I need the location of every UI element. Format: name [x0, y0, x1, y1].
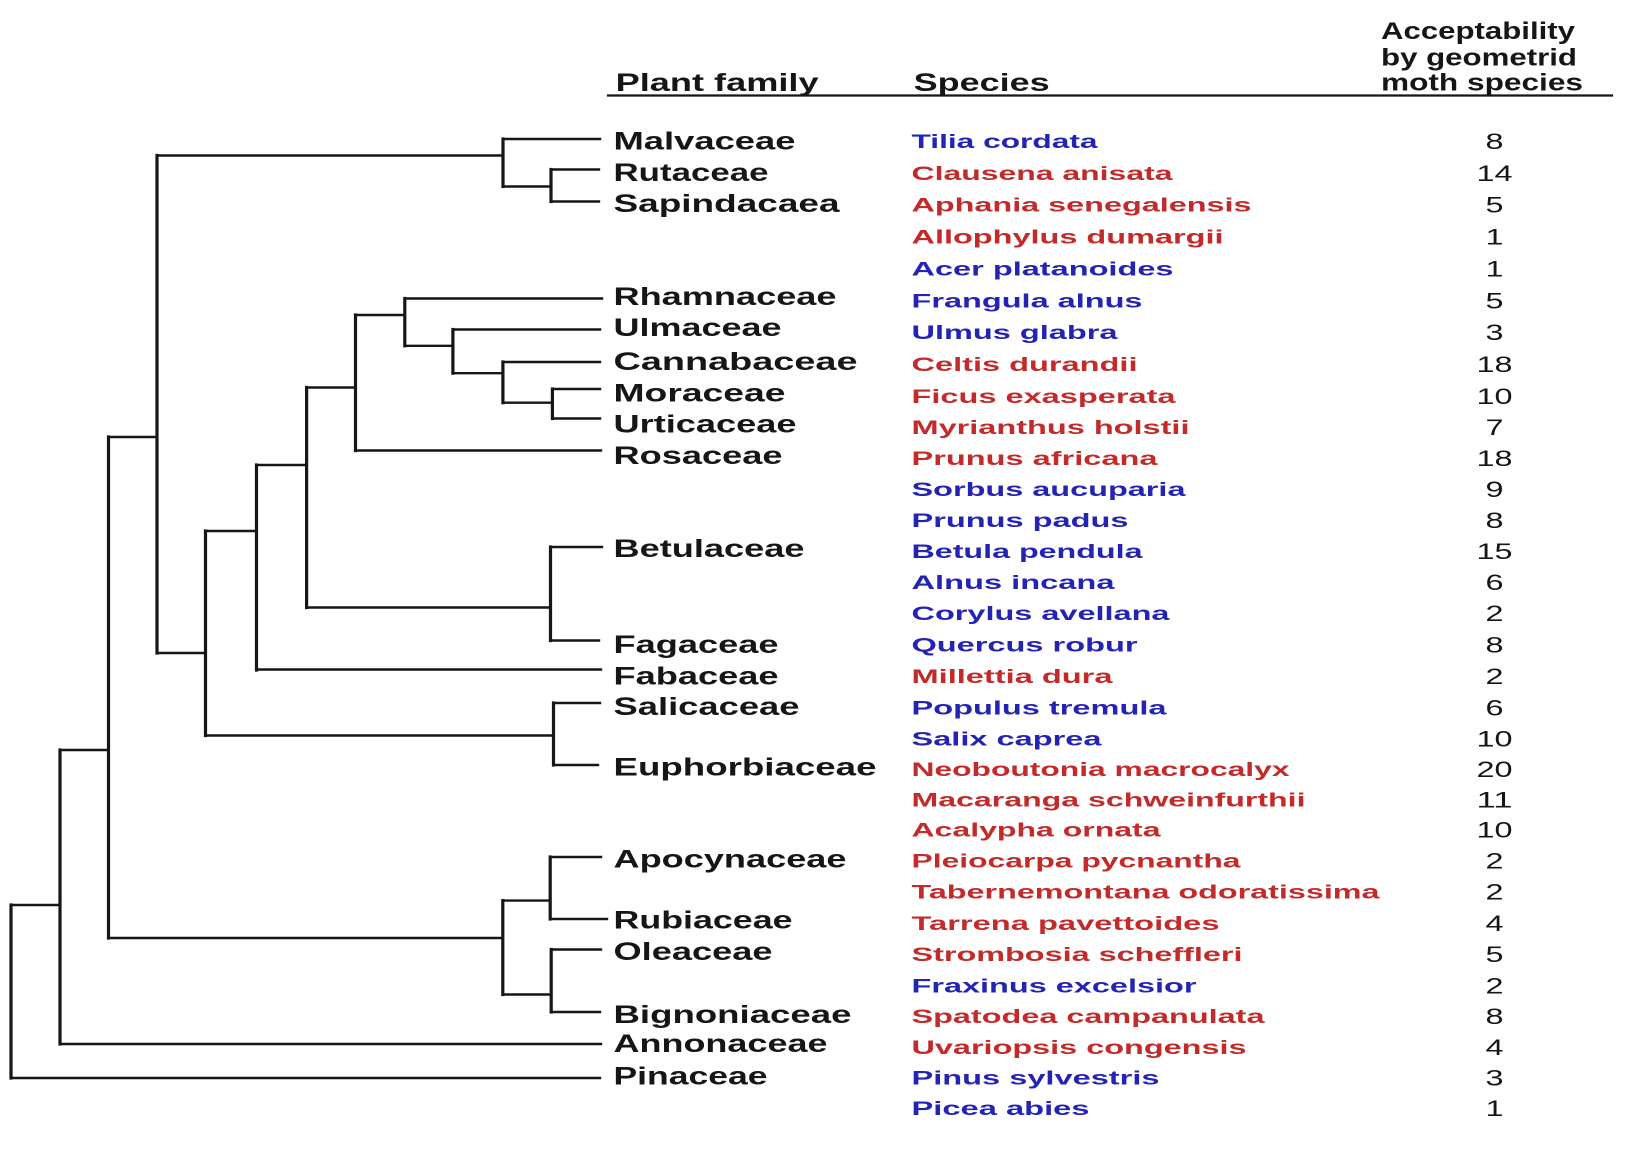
svg-text:8: 8	[1486, 633, 1504, 658]
svg-text:Acalypha ornata: Acalypha ornata	[912, 820, 1162, 841]
svg-text:Fagaceae: Fagaceae	[614, 631, 779, 659]
svg-text:Prunus padus: Prunus padus	[912, 511, 1129, 532]
svg-text:18: 18	[1477, 446, 1513, 471]
svg-text:Apocynaceae: Apocynaceae	[614, 845, 847, 873]
svg-text:2: 2	[1486, 880, 1504, 905]
svg-text:5: 5	[1486, 289, 1504, 314]
svg-text:Strombosia scheffleri: Strombosia scheffleri	[912, 945, 1243, 966]
svg-text:4: 4	[1486, 911, 1504, 936]
svg-text:3: 3	[1486, 320, 1504, 345]
svg-text:8: 8	[1486, 508, 1504, 533]
svg-text:Species: Species	[914, 69, 1050, 97]
svg-text:11: 11	[1477, 788, 1513, 813]
svg-text:Celtis durandii: Celtis durandii	[912, 355, 1138, 376]
svg-text:Pinaceae: Pinaceae	[614, 1062, 768, 1090]
svg-text:Rosaceae: Rosaceae	[614, 442, 783, 470]
svg-text:Tilia cordata: Tilia cordata	[912, 132, 1099, 153]
svg-text:Salicaceae: Salicaceae	[614, 693, 800, 721]
svg-text:Euphorbiaceae: Euphorbiaceae	[614, 753, 877, 781]
svg-text:6: 6	[1486, 696, 1504, 721]
svg-text:Fraxinus excelsior: Fraxinus excelsior	[912, 976, 1198, 997]
svg-text:Rhamnaceae: Rhamnaceae	[614, 283, 837, 311]
svg-text:5: 5	[1486, 193, 1504, 218]
svg-text:15: 15	[1477, 539, 1513, 564]
svg-text:4: 4	[1486, 1035, 1504, 1060]
svg-text:Moraceae: Moraceae	[614, 379, 786, 407]
svg-text:14: 14	[1477, 161, 1513, 186]
svg-text:Quercus robur: Quercus robur	[912, 635, 1139, 656]
svg-text:2: 2	[1486, 974, 1504, 999]
svg-text:Ulmus glabra: Ulmus glabra	[912, 323, 1119, 344]
svg-text:Clausena anisata: Clausena anisata	[912, 164, 1174, 185]
svg-text:Annonaceae: Annonaceae	[614, 1030, 828, 1058]
svg-text:Ulmaceae: Ulmaceae	[614, 314, 782, 342]
svg-text:10: 10	[1477, 384, 1513, 409]
svg-text:Plant family: Plant family	[616, 69, 819, 97]
svg-text:10: 10	[1477, 818, 1513, 843]
svg-text:Millettia dura: Millettia dura	[912, 667, 1114, 688]
svg-text:2: 2	[1486, 664, 1504, 689]
svg-text:Myrianthus holstii: Myrianthus holstii	[912, 418, 1190, 439]
svg-text:Sapindacaea: Sapindacaea	[614, 190, 842, 218]
svg-text:Sorbus aucuparia: Sorbus aucuparia	[912, 480, 1187, 501]
svg-text:Populus tremula: Populus tremula	[912, 698, 1168, 719]
svg-text:Oleaceae: Oleaceae	[614, 938, 773, 966]
svg-text:7: 7	[1486, 415, 1504, 440]
svg-text:18: 18	[1477, 352, 1513, 377]
svg-text:Prunus africana: Prunus africana	[912, 449, 1159, 470]
svg-text:Cannabaceae: Cannabaceae	[614, 348, 858, 376]
svg-text:Aphania senegalensis: Aphania senegalensis	[912, 195, 1252, 216]
svg-text:Spatodea campanulata: Spatodea campanulata	[912, 1007, 1266, 1028]
svg-text:Acceptability: Acceptability	[1381, 18, 1576, 45]
svg-text:Urticaceae: Urticaceae	[614, 410, 797, 438]
svg-text:Ficus exasperata: Ficus exasperata	[912, 387, 1177, 408]
svg-text:Allophylus dumargii: Allophylus dumargii	[912, 227, 1224, 248]
svg-text:Betula pendula: Betula pendula	[912, 542, 1144, 563]
svg-text:1: 1	[1486, 257, 1504, 282]
svg-text:Picea abies: Picea abies	[912, 1099, 1090, 1120]
svg-text:9: 9	[1486, 477, 1504, 502]
svg-text:6: 6	[1486, 570, 1504, 595]
svg-text:Malvaceae: Malvaceae	[614, 127, 796, 155]
svg-text:by geometrid: by geometrid	[1381, 45, 1577, 72]
svg-text:Tabernemontana odoratissima: Tabernemontana odoratissima	[912, 882, 1381, 903]
svg-text:10: 10	[1477, 727, 1513, 752]
svg-text:Neoboutonia macrocalyx: Neoboutonia macrocalyx	[912, 760, 1291, 781]
svg-text:Fabaceae: Fabaceae	[614, 662, 779, 690]
svg-text:Betulaceae: Betulaceae	[614, 535, 805, 563]
svg-text:Rutaceae: Rutaceae	[614, 159, 769, 187]
svg-text:Alnus incana: Alnus incana	[912, 573, 1116, 594]
svg-text:Pinus sylvestris: Pinus sylvestris	[912, 1068, 1160, 1089]
svg-text:Salix caprea: Salix caprea	[912, 729, 1103, 750]
svg-text:2: 2	[1486, 849, 1504, 874]
svg-text:Acer platanoides: Acer platanoides	[912, 259, 1174, 280]
svg-text:1: 1	[1486, 1096, 1504, 1121]
svg-text:3: 3	[1486, 1066, 1504, 1091]
svg-text:Uvariopsis congensis: Uvariopsis congensis	[912, 1038, 1247, 1059]
svg-text:Frangula alnus: Frangula alnus	[912, 291, 1143, 312]
svg-text:Bignoniaceae: Bignoniaceae	[614, 1001, 852, 1029]
svg-text:8: 8	[1486, 129, 1504, 154]
svg-text:moth species: moth species	[1381, 70, 1583, 97]
svg-text:Macaranga schweinfurthii: Macaranga schweinfurthii	[912, 790, 1306, 811]
svg-text:20: 20	[1477, 757, 1513, 782]
svg-text:2: 2	[1486, 601, 1504, 626]
svg-text:1: 1	[1486, 225, 1504, 250]
svg-text:8: 8	[1486, 1004, 1504, 1029]
svg-text:Tarrena pavettoides: Tarrena pavettoides	[912, 914, 1220, 935]
svg-text:Pleiocarpa pycnantha: Pleiocarpa pycnantha	[912, 851, 1242, 872]
svg-text:Rubiaceae: Rubiaceae	[614, 906, 793, 934]
svg-text:Corylus avellana: Corylus avellana	[912, 604, 1171, 625]
svg-text:5: 5	[1486, 942, 1504, 967]
